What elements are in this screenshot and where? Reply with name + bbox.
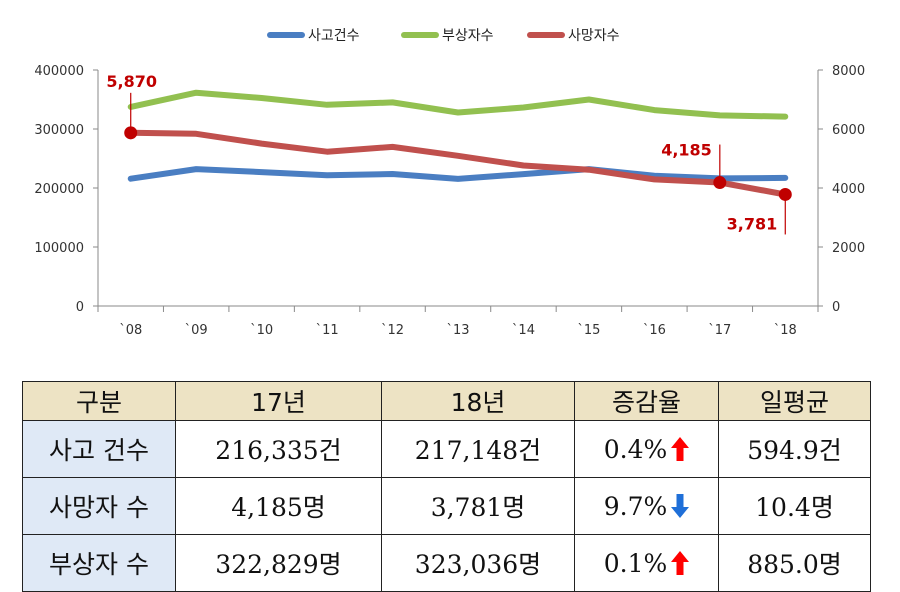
left-tick-label: 200000 (34, 182, 84, 197)
table-row-accidents: 사고 건수 216,335건 217,148건 0.4% 594.9건 (22, 420, 871, 478)
row-label: 부상자 수 (22, 534, 176, 592)
chart-axes: 0 100000 200000 300000 400000 0 2000 4000 6000 80… (34, 64, 865, 338)
row-label: 사망자 수 (22, 477, 176, 535)
annotation-label: 5,870 (106, 72, 157, 91)
row-label: 사고 건수 (22, 420, 176, 478)
cell-daily-average: 10.4명 (718, 477, 871, 535)
right-tick-label: 6000 (832, 123, 865, 138)
cell-rate: 0.1% (574, 534, 719, 592)
arrow-up-icon (671, 550, 690, 575)
left-tick-label: 0 (76, 300, 84, 315)
annotation-label: 3,781 (727, 214, 778, 233)
chart-series (127, 89, 789, 198)
x-tick-label: `09 (185, 323, 208, 338)
x-tick-label: `11 (316, 323, 339, 338)
x-tick-label: `13 (446, 323, 469, 338)
x-tick-label: `12 (381, 323, 404, 338)
annotation-label: 4,185 (661, 141, 712, 160)
cell-daily-average: 594.9건 (718, 420, 871, 478)
cell-2017: 4,185명 (175, 477, 382, 535)
series-line (127, 129, 789, 198)
chart-annotations: 5,870 4,185 3,781 (106, 72, 792, 235)
left-tick-label: 300000 (34, 123, 84, 138)
x-tick-label: `16 (643, 323, 666, 338)
arrow-down-icon (671, 493, 690, 518)
x-tick-label: `08 (119, 323, 142, 338)
cell-daily-average: 885.0명 (718, 534, 871, 592)
cell-2018: 3,781명 (381, 477, 575, 535)
cell-2017: 216,335건 (175, 420, 382, 478)
right-tick-label: 8000 (832, 64, 865, 79)
series-line (127, 89, 789, 120)
table-header-row: 구분 17년 18년 증감율 일평균 (22, 381, 871, 421)
x-tick-label: `18 (774, 323, 797, 338)
cell-rate: 0.4% (574, 420, 719, 478)
legend-label: 부상자수 (442, 28, 494, 44)
header-category: 구분 (22, 381, 176, 421)
rate-value: 0.1% (603, 548, 668, 578)
header-2017: 17년 (175, 381, 382, 421)
arrow-up-icon (671, 436, 690, 461)
table-row-injuries: 부상자 수 322,829명 323,036명 0.1% 885.0명 (22, 534, 871, 592)
legend-label: 사망자수 (568, 28, 620, 44)
right-tick-label: 0 (832, 300, 840, 315)
cell-2018: 217,148건 (381, 420, 575, 478)
legend-label: 사고건수 (308, 28, 360, 44)
line-chart: 사고건수 부상자수 사망자수 0 100000 200000 300000 400000 0 2… (34, 28, 865, 338)
right-tick-label: 4000 (832, 182, 865, 197)
summary-table: 구분 17년 18년 증감율 일평균 사고 건수 216,335건 217,14… (22, 381, 871, 592)
x-tick-label: `17 (708, 323, 731, 338)
x-tick-label: `10 (250, 323, 273, 338)
header-2018: 18년 (381, 381, 575, 421)
left-tick-label: 100000 (34, 241, 84, 256)
right-tick-label: 2000 (832, 241, 865, 256)
series-line (127, 166, 789, 182)
header-change-rate: 증감율 (574, 381, 719, 421)
x-tick-label: `14 (512, 323, 535, 338)
cell-2018: 323,036명 (381, 534, 575, 592)
x-tick-label: `15 (577, 323, 600, 338)
cell-2017: 322,829명 (175, 534, 382, 592)
left-tick-label: 400000 (34, 64, 84, 79)
rate-value: 0.4% (603, 434, 668, 464)
header-daily-average: 일평균 (718, 381, 871, 421)
cell-rate: 9.7% (574, 477, 719, 535)
table-row-deaths: 사망자 수 4,185명 3,781명 9.7% 10.4명 (22, 477, 871, 535)
chart-legend: 사고건수 부상자수 사망자수 (267, 28, 620, 44)
rate-value: 9.7% (603, 491, 668, 521)
